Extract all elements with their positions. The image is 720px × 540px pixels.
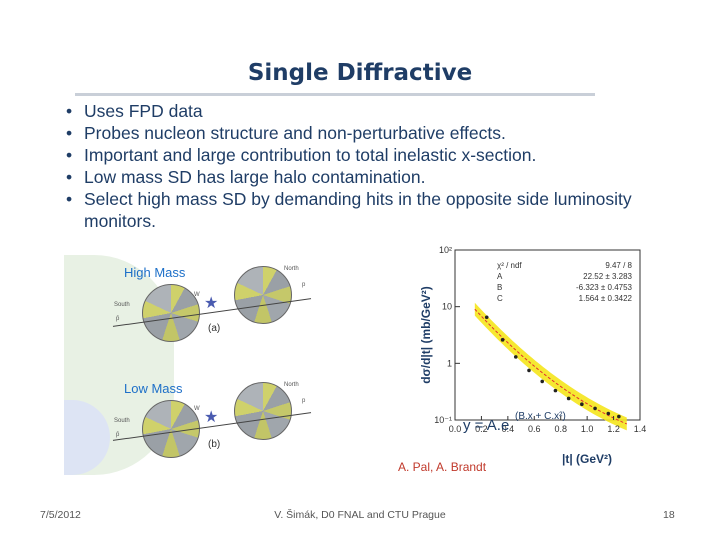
y-tick-label: 1 xyxy=(447,358,452,368)
interaction-star-icon: ★ xyxy=(204,409,219,426)
low-mass-tag: (b) xyxy=(208,439,221,450)
x-tick-label: 0.0 xyxy=(449,424,462,434)
p-label: p xyxy=(302,282,306,288)
high-mass-tag: (a) xyxy=(208,323,221,334)
pbar-label: p̄ xyxy=(116,432,120,438)
detector-disc-north xyxy=(234,382,292,440)
fit-exponent: (B.x + C.x²) xyxy=(515,411,566,422)
x-tick-label: 1.4 xyxy=(634,424,647,434)
x-tick-label: 1.2 xyxy=(607,424,620,434)
bullet-item: • Uses FPD data xyxy=(62,100,672,122)
fit-curve xyxy=(474,308,627,425)
bullet-text: Important and large contribution to tota… xyxy=(84,145,537,165)
slide-title: Single Diffractive xyxy=(247,60,473,86)
data-point xyxy=(540,379,545,384)
p-label: p xyxy=(302,398,306,404)
stat-name: C xyxy=(497,294,503,303)
north-label: North xyxy=(284,266,299,272)
bullet-item: • Important and large contribution to tot… xyxy=(62,144,672,166)
fit-error-band xyxy=(474,302,627,431)
bullet-text: Low mass SD has large halo contamination… xyxy=(84,167,426,187)
data-point xyxy=(484,315,489,320)
data-point xyxy=(606,411,611,416)
x-axis-label: |t| (GeV²) xyxy=(562,452,612,466)
x-tick-label: 1.0 xyxy=(581,424,594,434)
bullet-text: Select high mass SD by demanding hits in… xyxy=(84,189,632,231)
page-number: 18 xyxy=(663,509,675,521)
bullet-list: • Uses FPD data • Probes nucleon structure… xyxy=(62,100,672,232)
stat-name: B xyxy=(497,283,502,292)
bullet-text: Uses FPD data xyxy=(84,101,203,121)
stat-value: 9.47 / 8 xyxy=(605,261,632,270)
y-axis-label: dσ/d|t| (mb/GeV²) xyxy=(419,286,433,384)
footer-date: 7/5/2012 xyxy=(40,509,81,521)
stat-value: 1.564 ± 0.3422 xyxy=(579,294,633,303)
data-point xyxy=(566,396,571,401)
low-mass-label: Low Mass xyxy=(124,381,183,396)
x-tick-label: 0.8 xyxy=(554,424,567,434)
title-underline xyxy=(75,93,595,96)
data-point xyxy=(500,338,505,342)
bullet-item: • Low mass SD has large halo contaminatio… xyxy=(62,166,672,188)
bullet-marker: • xyxy=(66,189,73,209)
x-tick-label: 0.2 xyxy=(475,424,488,434)
data-point xyxy=(593,406,597,411)
stat-value: -6.323 ± 0.4753 xyxy=(576,283,633,292)
detector-disc-north xyxy=(234,266,292,324)
pbar-label: p̄ xyxy=(116,316,120,322)
bullet-marker: • xyxy=(66,101,73,121)
detector-disc-south xyxy=(142,284,200,342)
bullet-item: • Probes nucleon structure and non-pertur… xyxy=(62,122,672,144)
fit-formula: y = A.e xyxy=(463,417,509,434)
w-label: W xyxy=(194,406,200,412)
credit-text: A. Pal, A. Brandt xyxy=(398,460,487,474)
x-tick-label: 0.6 xyxy=(528,424,541,434)
south-label: South xyxy=(114,302,130,308)
t-distribution-chart: 0.0 0.2 0.4 0.6 0.8 1.0 1.2 1.4 10⁻¹ 1 10 10² χ² /… xyxy=(419,245,647,466)
stat-name: χ² / ndf xyxy=(497,261,522,270)
low-mass-diagram: Low Mass ★ South North W p̄ p (b) xyxy=(112,378,312,483)
interaction-star-icon: ★ xyxy=(204,295,219,312)
data-point xyxy=(617,414,621,419)
y-tick-label: 10⁻¹ xyxy=(434,415,452,425)
bullet-text: Probes nucleon structure and non-perturb… xyxy=(84,123,506,143)
data-point xyxy=(527,368,531,373)
data-point xyxy=(580,402,584,407)
bullet-marker: • xyxy=(66,167,73,187)
x-tick-label: 0.4 xyxy=(502,424,515,434)
bullet-marker: • xyxy=(66,123,73,143)
w-label: W xyxy=(194,292,200,298)
north-label: North xyxy=(284,382,299,388)
bullet-item: • Select high mass SD by demanding hits i… xyxy=(62,188,654,232)
south-label: South xyxy=(114,418,130,424)
stat-value: 22.52 ± 3.283 xyxy=(583,272,632,281)
plot-frame xyxy=(454,249,641,421)
data-point xyxy=(553,388,558,393)
bullet-marker: • xyxy=(66,145,73,165)
high-mass-diagram: High Mass ★ South North W p̄ p (a) xyxy=(112,262,312,367)
footer-center: V. Šimák, D0 FNAL and CTU Prague xyxy=(274,509,446,521)
stat-name: A xyxy=(497,272,503,281)
high-mass-label: High Mass xyxy=(124,265,186,280)
y-tick-label: 10² xyxy=(439,245,452,255)
y-tick-label: 10 xyxy=(442,302,452,312)
data-point xyxy=(513,355,518,359)
